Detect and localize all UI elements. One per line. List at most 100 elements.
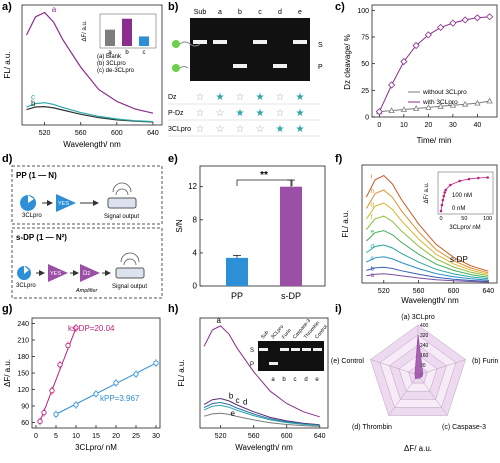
panel-e-category: PP	[231, 291, 243, 301]
gel-row-label: P-Dz	[168, 110, 184, 117]
radar-axis-label: (b) Furin	[472, 358, 499, 365]
panel-f-inset-point	[442, 194, 446, 198]
star-filled-icon: ★	[296, 124, 305, 135]
gel-band	[213, 40, 227, 44]
gel-column-header: e	[298, 9, 302, 16]
panel-f-curve-label: b	[371, 265, 375, 272]
panel-c-point	[474, 99, 481, 106]
panel-f-curve-label: i	[371, 173, 372, 180]
panel-g-xlabel: 3CLpro/ nM	[75, 443, 117, 452]
panel-label-b: b)	[168, 1, 179, 13]
star-filled-icon: ★	[276, 124, 285, 135]
panel-g-ticks: 0 5 10 15 20 25 30 60 90 120 150 180 210 240	[17, 321, 160, 440]
panel-f: FL/ a.u. Wavelength/ nm 520 560 600 640 abc…	[341, 164, 498, 305]
star-filled-icon: ★	[216, 92, 225, 103]
radar-spoke	[388, 374, 419, 416]
panel-e-bars: PP s-DP	[226, 179, 302, 301]
panel-c-series	[375, 13, 494, 116]
panel-c-point	[425, 104, 432, 110]
panel-g-point	[65, 342, 71, 349]
sdp-dz-gate	[80, 264, 100, 282]
panel-e-ytick-label: 8	[193, 215, 198, 224]
panel-c-point	[388, 107, 395, 113]
star-empty-icon: ☆	[196, 92, 205, 103]
panel-f-curve	[365, 202, 489, 275]
panel-c-ytick-label: 0	[365, 115, 369, 122]
legend-de-3clpro: (c) de-3CLpro	[97, 68, 135, 74]
panel-a-xtick-label: 520	[39, 130, 51, 137]
panel-a-curve-c	[26, 102, 154, 123]
panel-f-xtick-label: 520	[378, 288, 390, 295]
panel-f-inset-ylabel: ΔF/ a.u.	[424, 182, 430, 203]
panel-h-gel-p: P	[250, 362, 254, 368]
panel-f-curve	[366, 266, 489, 282]
panel-h-frame	[199, 317, 329, 429]
gel-bands	[193, 40, 307, 68]
panel-f-curve	[366, 256, 489, 281]
panel-a-ylabel: FL/ a.u.	[3, 51, 12, 78]
panel-g-ytick-label: 60	[21, 420, 29, 427]
panel-a-xticks: 520 560 600 640	[39, 122, 159, 137]
panel-g-sdp-slope: ks-DP=20.04	[68, 324, 115, 333]
star-empty-icon: ☆	[276, 108, 285, 119]
panel-f-curve-label: d	[371, 243, 375, 250]
significance-bracket	[236, 179, 293, 186]
panel-f-inset-point	[444, 188, 447, 192]
panel-h-gel-lane: d	[304, 377, 307, 383]
panel-h-gel-lane: b	[282, 377, 286, 383]
panel-h-gel-lane: e	[315, 377, 319, 383]
panel-h-gel-lane: a	[271, 377, 275, 383]
panel-f-curve-label: h	[371, 188, 375, 195]
panel-c-point	[486, 97, 493, 104]
radar-xlabel: ΔF/ a.u.	[404, 444, 432, 453]
panel-f-inset: 0 50 100	[439, 176, 492, 222]
panel-b: Sub a b c d e S P Dz ☆ ★ ☆ ★ ☆ ★ P-Dz ☆ ☆ ★ ★ ☆ ★ 3CLpro ☆ ☆ ☆…	[168, 9, 323, 137]
panel-c: Dz cleavage/ % Time/ min 0 10 20 30 40 0 25 50 7…	[343, 4, 498, 145]
panel-c-xtick-label: 40	[473, 122, 481, 129]
panel-f-xtick-label: 600	[448, 288, 460, 295]
star-empty-icon: ☆	[216, 124, 225, 135]
pp-title: PP (1 — N)	[16, 171, 57, 180]
star-filled-icon: ★	[256, 108, 265, 119]
panel-g-point	[153, 360, 159, 366]
panel-h-curve-label: a	[217, 316, 222, 325]
panel-f-inset-point	[443, 191, 447, 194]
star-filled-icon: ★	[296, 108, 305, 119]
panel-h-curve-label: c	[236, 396, 240, 405]
panel-a-inset-bar-label: a	[108, 50, 112, 56]
panel-g-ytick-label: 90	[21, 404, 29, 411]
product-icon	[172, 64, 189, 72]
panel-f-inset-xtick-label: 100	[483, 216, 492, 222]
panel-g-point	[37, 418, 43, 425]
gel-label-s: S	[318, 42, 323, 49]
gel-label-p: P	[318, 64, 323, 71]
panel-f-xtick-label: 560	[413, 288, 425, 295]
panel-h-curve-label: b	[229, 392, 234, 401]
gel-column-header: b	[238, 9, 242, 16]
panel-f-curve	[365, 174, 489, 272]
panel-g-point	[73, 325, 79, 331]
gel-row-label: 3CLpro	[168, 126, 191, 133]
substrate-icon	[172, 40, 201, 48]
panel-c-xtick-label: 0	[377, 122, 381, 129]
panel-a-curves: abc	[25, 5, 154, 123]
panel-e-frame	[199, 165, 326, 287]
panel-f-curve	[366, 244, 489, 280]
panel-a-curve-label-a: a	[52, 5, 57, 14]
pp-signal-label: Signal output	[104, 214, 139, 220]
gel-column-header: d	[278, 9, 282, 16]
legend-blank: (a) Blank	[97, 54, 122, 60]
sdp-box	[11, 227, 163, 299]
panel-f-inset-point	[449, 183, 452, 187]
sdp-signal-label: Signal output	[112, 284, 147, 290]
panel-a-curve-label-c: c	[31, 93, 35, 102]
gel-column-header: c	[258, 9, 262, 16]
star-empty-icon: ☆	[216, 108, 225, 119]
panel-g: ΔF/ a.u. 3CLpro/ nM 0 5 10 15 20 25 30 60 90 120 1…	[3, 317, 161, 452]
panel-c-xtick-label: 20	[424, 122, 432, 129]
panel-c-point	[437, 23, 445, 31]
panel-a-inset-bar	[139, 36, 149, 46]
pp-enzyme-icon	[20, 195, 37, 211]
panel-a-inset-bar-label: c	[143, 50, 146, 56]
radar-spoke	[417, 374, 448, 416]
